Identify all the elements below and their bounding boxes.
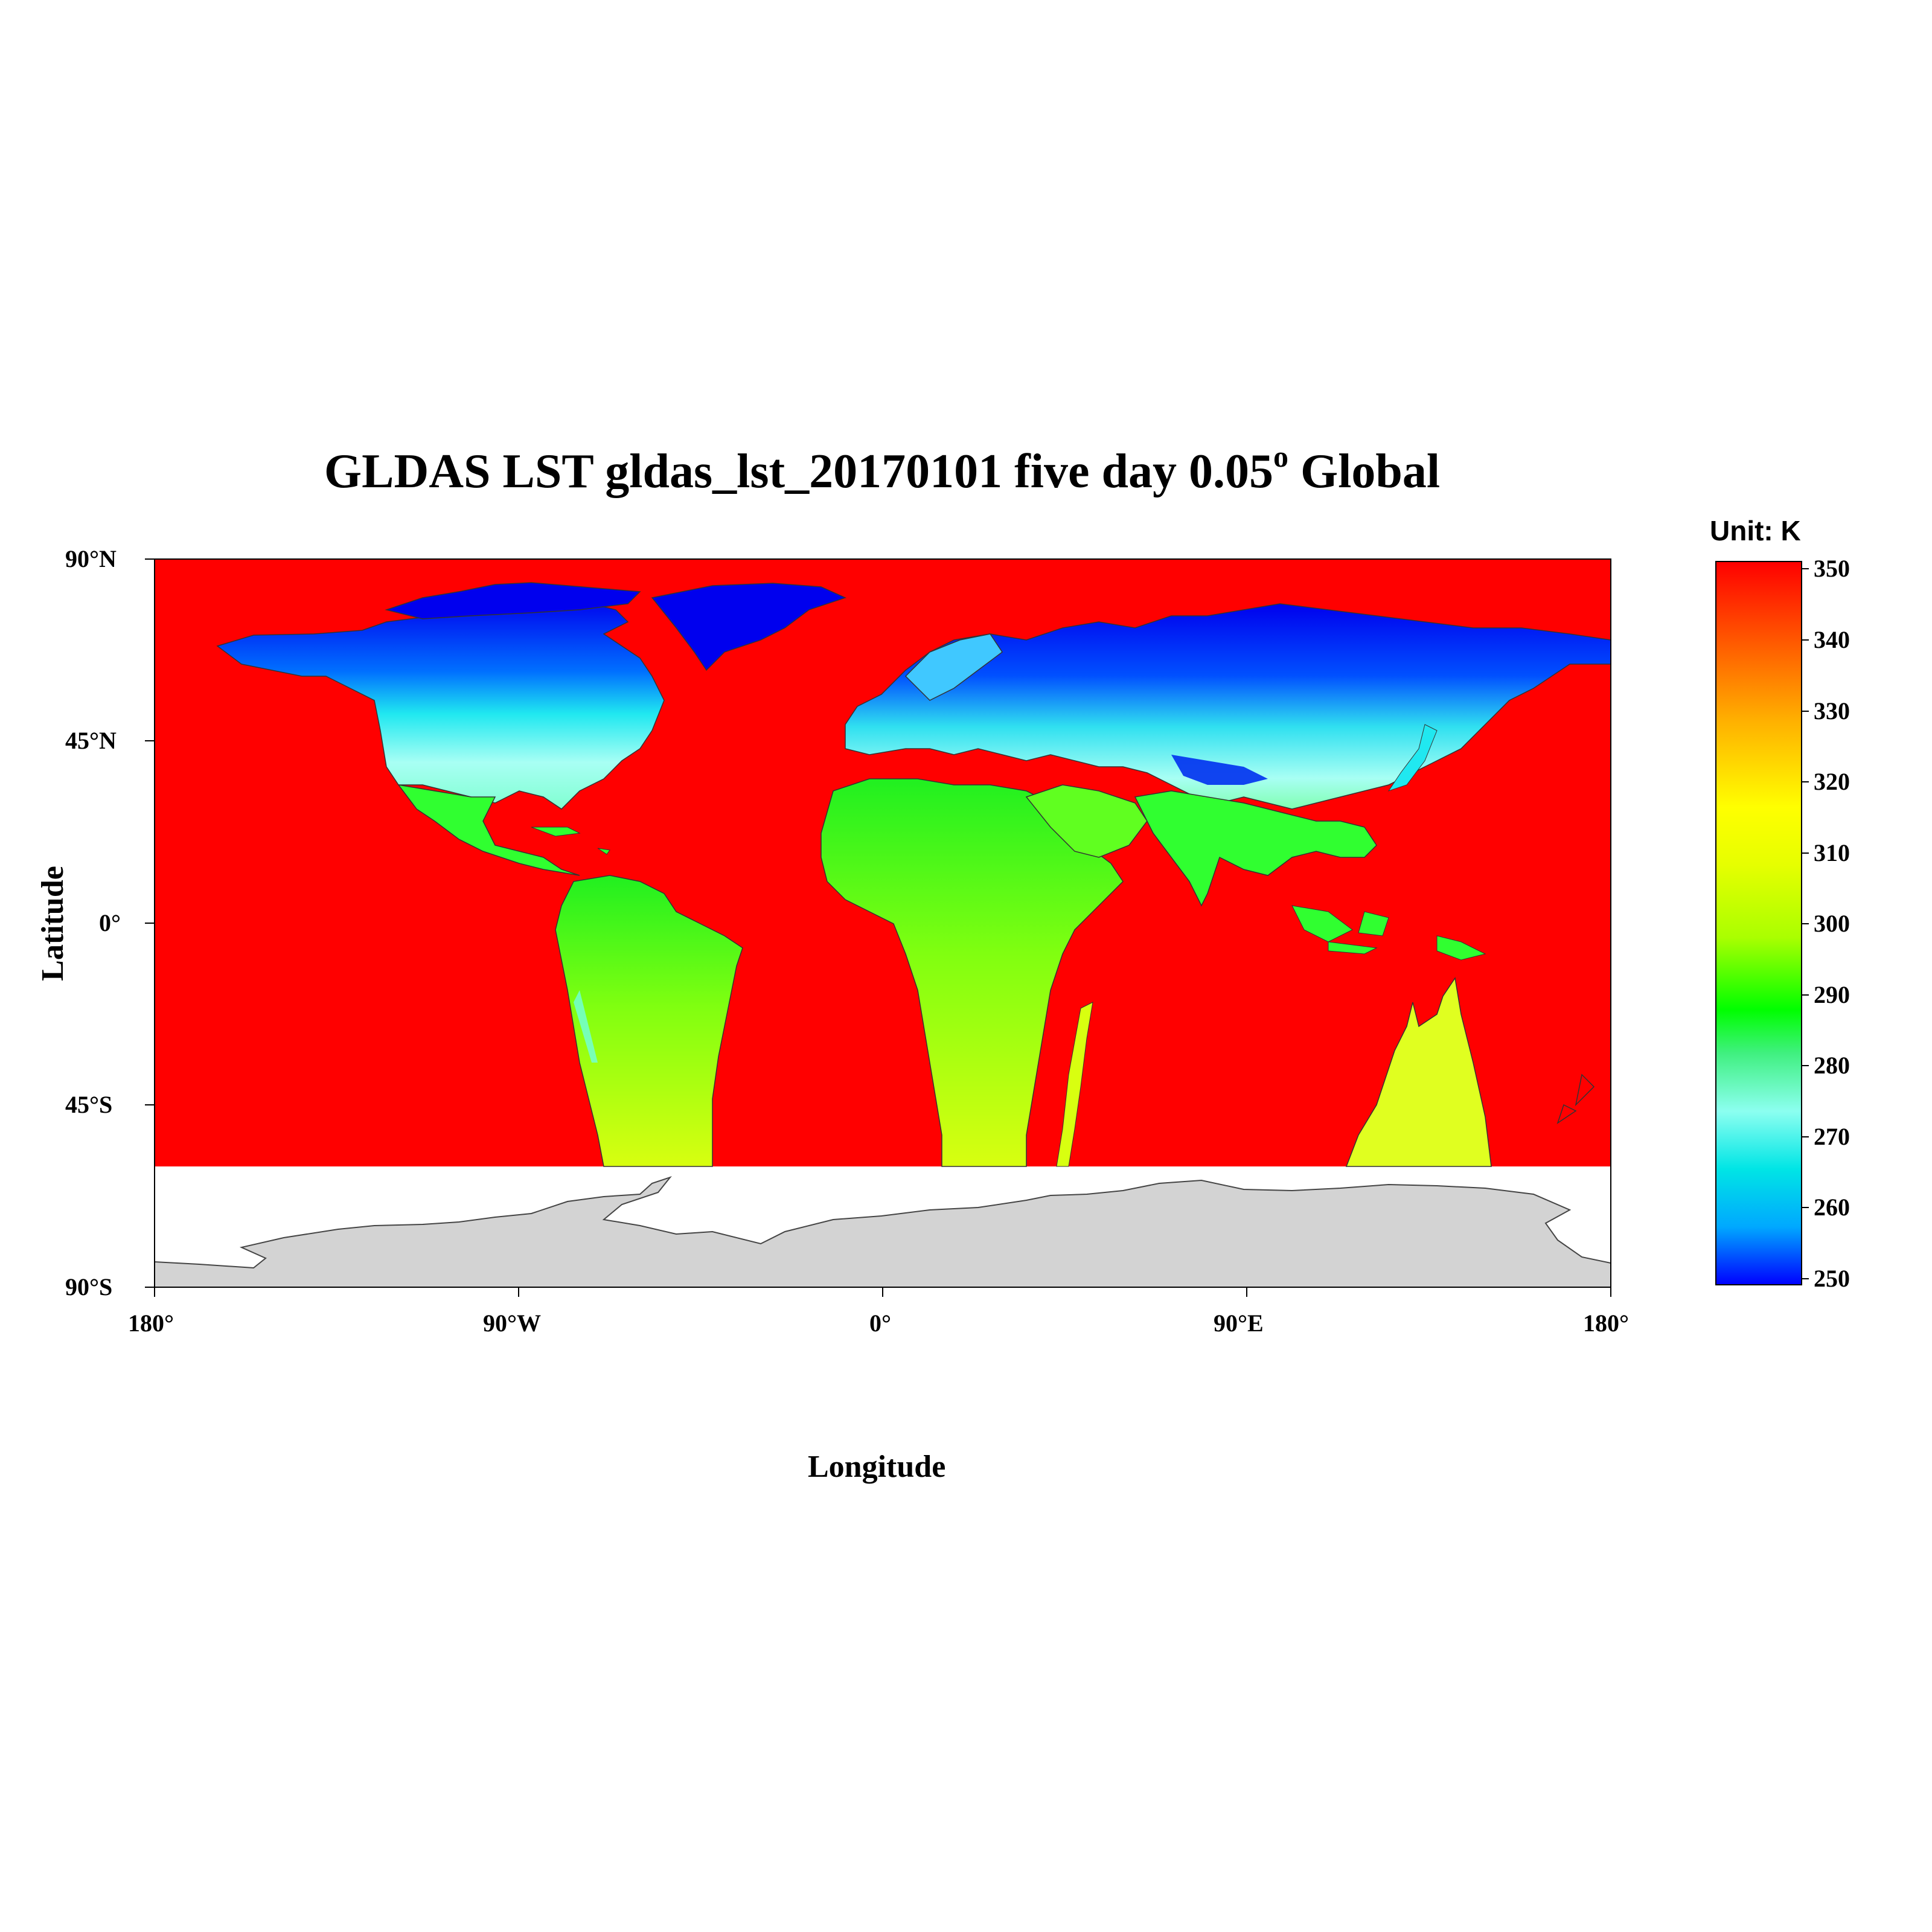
colorbar-tick-label: 330 xyxy=(1814,697,1850,724)
scandinavia xyxy=(904,633,1003,701)
south-asia xyxy=(1134,790,1377,907)
x-axis-ticks xyxy=(154,1287,1611,1297)
japan xyxy=(1387,724,1438,792)
colorbar-tick-label: 270 xyxy=(1814,1123,1850,1150)
map-title: GLDAS LST gldas_lst_20170101 five day 0.… xyxy=(155,438,1610,505)
colorbar-tick-label: 320 xyxy=(1814,768,1850,795)
map-title-degree-superscript: o xyxy=(1273,440,1288,473)
x-axis-label: Longitude xyxy=(808,1450,946,1484)
madagascar xyxy=(1056,1002,1093,1167)
colorbar-tick-label: 310 xyxy=(1814,839,1850,866)
south-america-andes-cold xyxy=(574,990,598,1063)
x-tick-label: 90°W xyxy=(483,1310,541,1337)
colorbar-tick-label: 290 xyxy=(1814,981,1850,1008)
central-america xyxy=(397,784,580,876)
y-tick-label: 45°N xyxy=(65,727,117,754)
y-tick-label: 45°S xyxy=(65,1091,113,1118)
colorbar-tick-label: 260 xyxy=(1814,1194,1850,1221)
map-title-main: GLDAS LST gldas_lst_20170101 five day 0.… xyxy=(324,445,1273,498)
maritime-southeast-asia xyxy=(1291,905,1486,961)
colorbar-tick-label: 350 xyxy=(1814,555,1850,582)
greenland xyxy=(651,583,847,671)
australia xyxy=(1345,977,1492,1167)
arabia xyxy=(1025,784,1148,858)
caribbean-islands xyxy=(531,827,610,855)
x-tick-label: 90°E xyxy=(1214,1310,1264,1337)
colorbar xyxy=(1715,561,1802,1285)
y-tick-label: 90°S xyxy=(65,1273,113,1300)
x-tick-label: 180° xyxy=(1583,1310,1629,1337)
colorbar-unit-label: Unit: K xyxy=(1710,515,1801,546)
y-tick-label: 0° xyxy=(99,909,121,936)
y-axis-ticks xyxy=(145,558,155,1288)
x-tick-label: 180° xyxy=(128,1310,174,1337)
arctic-archipelago xyxy=(385,582,641,619)
south-america xyxy=(555,875,743,1167)
colorbar-tick-label: 300 xyxy=(1814,910,1850,937)
y-axis-label: Latitude xyxy=(35,866,70,981)
map-plot-area xyxy=(155,559,1611,1287)
colorbar-ticks xyxy=(1802,568,1809,1279)
map-title-suffix: Global xyxy=(1288,445,1441,498)
y-tick-label: 90°N xyxy=(65,545,117,572)
x-tick-label: 0° xyxy=(869,1310,891,1337)
tibet-cold xyxy=(1171,755,1268,785)
new-zealand xyxy=(1556,1073,1595,1124)
colorbar-tick-label: 340 xyxy=(1814,626,1850,653)
colorbar-tick-label: 280 xyxy=(1814,1052,1850,1079)
antarctica-landmass xyxy=(155,1176,1611,1287)
colorbar-tick-label: 250 xyxy=(1814,1265,1850,1292)
